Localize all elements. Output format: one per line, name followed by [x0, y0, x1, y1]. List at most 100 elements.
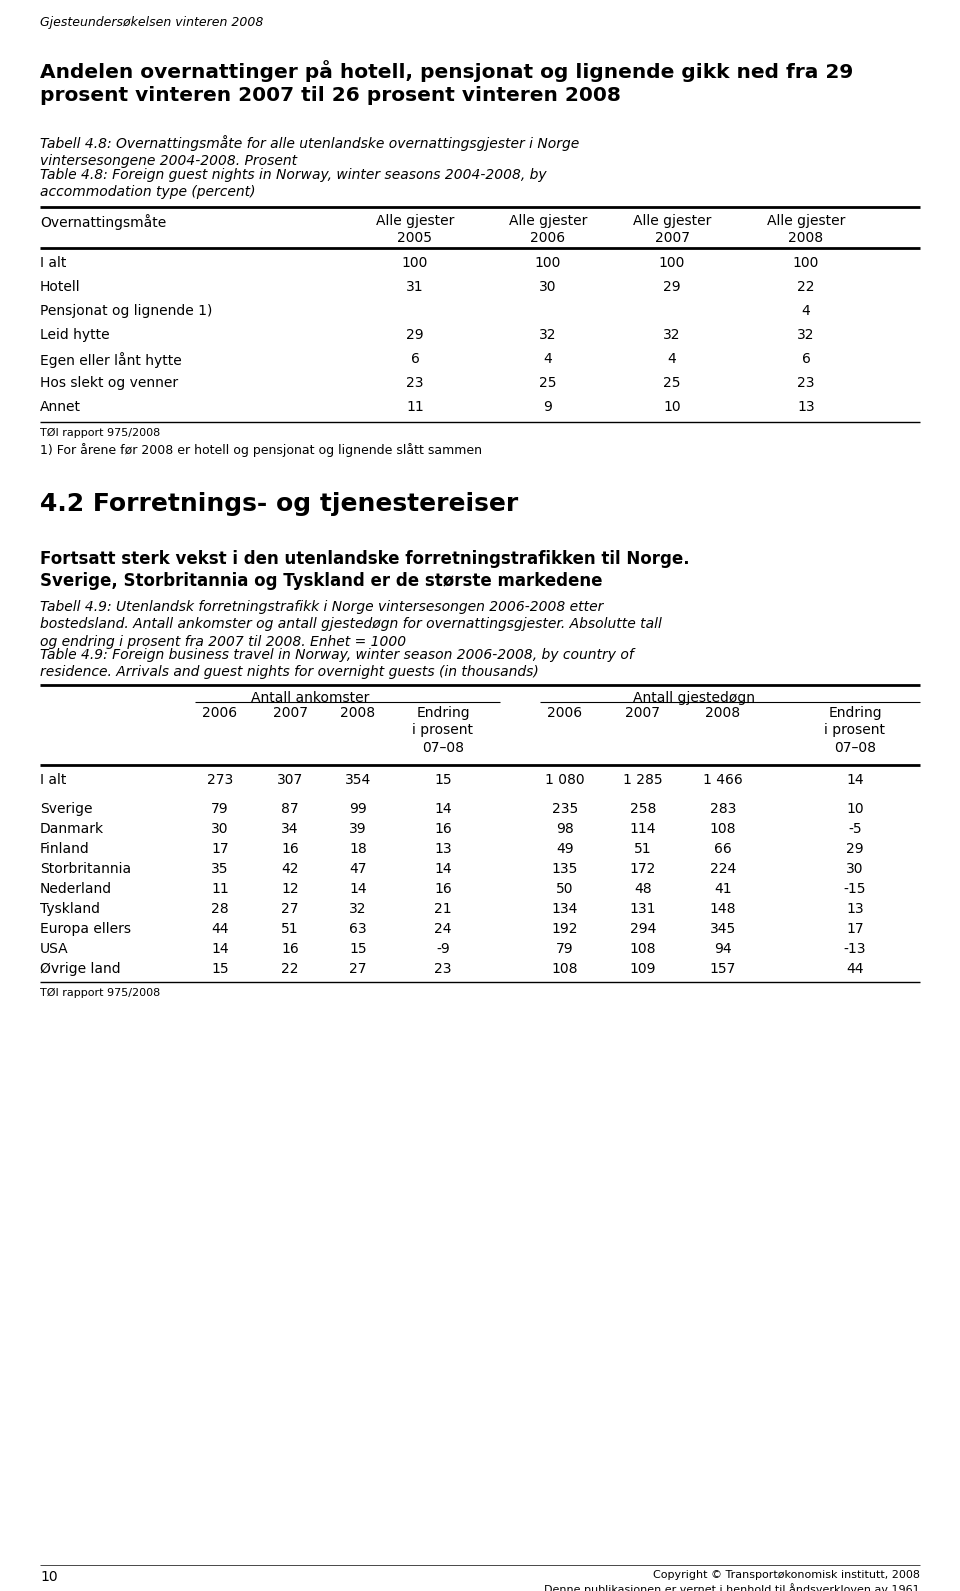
Text: 11: 11 [406, 399, 424, 414]
Text: -5: -5 [849, 823, 862, 835]
Text: Alle gjester
2008: Alle gjester 2008 [767, 215, 845, 245]
Text: 1 285: 1 285 [623, 773, 662, 788]
Text: 10: 10 [40, 1570, 58, 1585]
Text: Hotell: Hotell [40, 280, 81, 294]
Text: 23: 23 [797, 375, 815, 390]
Text: 2007: 2007 [273, 706, 307, 721]
Text: 51: 51 [635, 842, 652, 856]
Text: I alt: I alt [40, 773, 66, 788]
Text: 1 080: 1 080 [545, 773, 585, 788]
Text: 41: 41 [714, 881, 732, 896]
Text: 16: 16 [281, 942, 299, 956]
Text: 29: 29 [406, 328, 423, 342]
Text: 283: 283 [709, 802, 736, 816]
Text: 16: 16 [434, 881, 452, 896]
Text: 63: 63 [349, 923, 367, 936]
Text: 2008: 2008 [706, 706, 740, 721]
Text: 2006: 2006 [203, 706, 237, 721]
Text: 235: 235 [552, 802, 578, 816]
Text: 49: 49 [556, 842, 574, 856]
Text: 108: 108 [630, 942, 657, 956]
Text: 32: 32 [663, 328, 681, 342]
Text: 17: 17 [211, 842, 228, 856]
Text: 108: 108 [709, 823, 736, 835]
Text: 345: 345 [709, 923, 736, 936]
Text: 135: 135 [552, 862, 578, 877]
Text: Fortsatt sterk vekst i den utenlandske forretningstrafikken til Norge.
Sverige, : Fortsatt sterk vekst i den utenlandske f… [40, 550, 689, 590]
Text: 307: 307 [276, 773, 303, 788]
Text: Danmark: Danmark [40, 823, 104, 835]
Text: 25: 25 [663, 375, 681, 390]
Text: 29: 29 [846, 842, 864, 856]
Text: Table 4.9: Foreign business travel in Norway, winter season 2006-2008, by countr: Table 4.9: Foreign business travel in No… [40, 648, 634, 679]
Text: Nederland: Nederland [40, 881, 112, 896]
Text: 44: 44 [847, 963, 864, 975]
Text: Tyskland: Tyskland [40, 902, 100, 916]
Text: 25: 25 [540, 375, 557, 390]
Text: 16: 16 [434, 823, 452, 835]
Text: -13: -13 [844, 942, 866, 956]
Text: 32: 32 [540, 328, 557, 342]
Text: 30: 30 [211, 823, 228, 835]
Text: 14: 14 [211, 942, 228, 956]
Text: 14: 14 [846, 773, 864, 788]
Text: 29: 29 [663, 280, 681, 294]
Text: 1 466: 1 466 [703, 773, 743, 788]
Text: 39: 39 [349, 823, 367, 835]
Text: 23: 23 [434, 963, 452, 975]
Text: 23: 23 [406, 375, 423, 390]
Text: Alle gjester
2007: Alle gjester 2007 [633, 215, 711, 245]
Text: 4.2 Forretnings- og tjenestereiser: 4.2 Forretnings- og tjenestereiser [40, 492, 518, 515]
Text: 14: 14 [434, 862, 452, 877]
Text: 98: 98 [556, 823, 574, 835]
Text: 51: 51 [281, 923, 299, 936]
Text: 99: 99 [349, 802, 367, 816]
Text: TØI rapport 975/2008: TØI rapport 975/2008 [40, 988, 160, 998]
Text: 79: 79 [556, 942, 574, 956]
Text: 27: 27 [349, 963, 367, 975]
Text: Antall gjestedøgn: Antall gjestedøgn [633, 690, 755, 705]
Text: 100: 100 [402, 256, 428, 270]
Text: 100: 100 [659, 256, 685, 270]
Text: 15: 15 [434, 773, 452, 788]
Text: Finland: Finland [40, 842, 89, 856]
Text: 87: 87 [281, 802, 299, 816]
Text: 17: 17 [846, 923, 864, 936]
Text: Sverige: Sverige [40, 802, 92, 816]
Text: Storbritannia: Storbritannia [40, 862, 132, 877]
Text: 9: 9 [543, 399, 552, 414]
Text: 50: 50 [556, 881, 574, 896]
Text: 11: 11 [211, 881, 228, 896]
Text: 4: 4 [667, 352, 677, 366]
Text: 21: 21 [434, 902, 452, 916]
Text: USA: USA [40, 942, 68, 956]
Text: 4: 4 [802, 304, 810, 318]
Text: 15: 15 [349, 942, 367, 956]
Text: 35: 35 [211, 862, 228, 877]
Text: -9: -9 [436, 942, 450, 956]
Text: Egen eller lånt hytte: Egen eller lånt hytte [40, 352, 181, 368]
Text: TØI rapport 975/2008: TØI rapport 975/2008 [40, 428, 160, 438]
Text: 30: 30 [540, 280, 557, 294]
Text: Pensjonat og lignende 1): Pensjonat og lignende 1) [40, 304, 212, 318]
Text: 6: 6 [802, 352, 810, 366]
Text: Overnattingsmåte: Overnattingsmåte [40, 215, 166, 231]
Text: 30: 30 [847, 862, 864, 877]
Text: 32: 32 [797, 328, 815, 342]
Text: 42: 42 [281, 862, 299, 877]
Text: Gjesteundersøkelsen vinteren 2008: Gjesteundersøkelsen vinteren 2008 [40, 16, 263, 29]
Text: 10: 10 [846, 802, 864, 816]
Text: Endring
i prosent
07–08: Endring i prosent 07–08 [413, 706, 473, 754]
Text: Alle gjester
2005: Alle gjester 2005 [375, 215, 454, 245]
Text: 28: 28 [211, 902, 228, 916]
Text: 16: 16 [281, 842, 299, 856]
Text: 12: 12 [281, 881, 299, 896]
Text: Tabell 4.9: Utenlandsk forretningstrafikk i Norge vintersesongen 2006-2008 etter: Tabell 4.9: Utenlandsk forretningstrafik… [40, 600, 661, 649]
Text: 258: 258 [630, 802, 657, 816]
Text: -15: -15 [844, 881, 866, 896]
Text: 22: 22 [281, 963, 299, 975]
Text: Table 4.8: Foreign guest nights in Norway, winter seasons 2004-2008, by
accommod: Table 4.8: Foreign guest nights in Norwa… [40, 169, 546, 199]
Text: 192: 192 [552, 923, 578, 936]
Text: I alt: I alt [40, 256, 66, 270]
Text: 44: 44 [211, 923, 228, 936]
